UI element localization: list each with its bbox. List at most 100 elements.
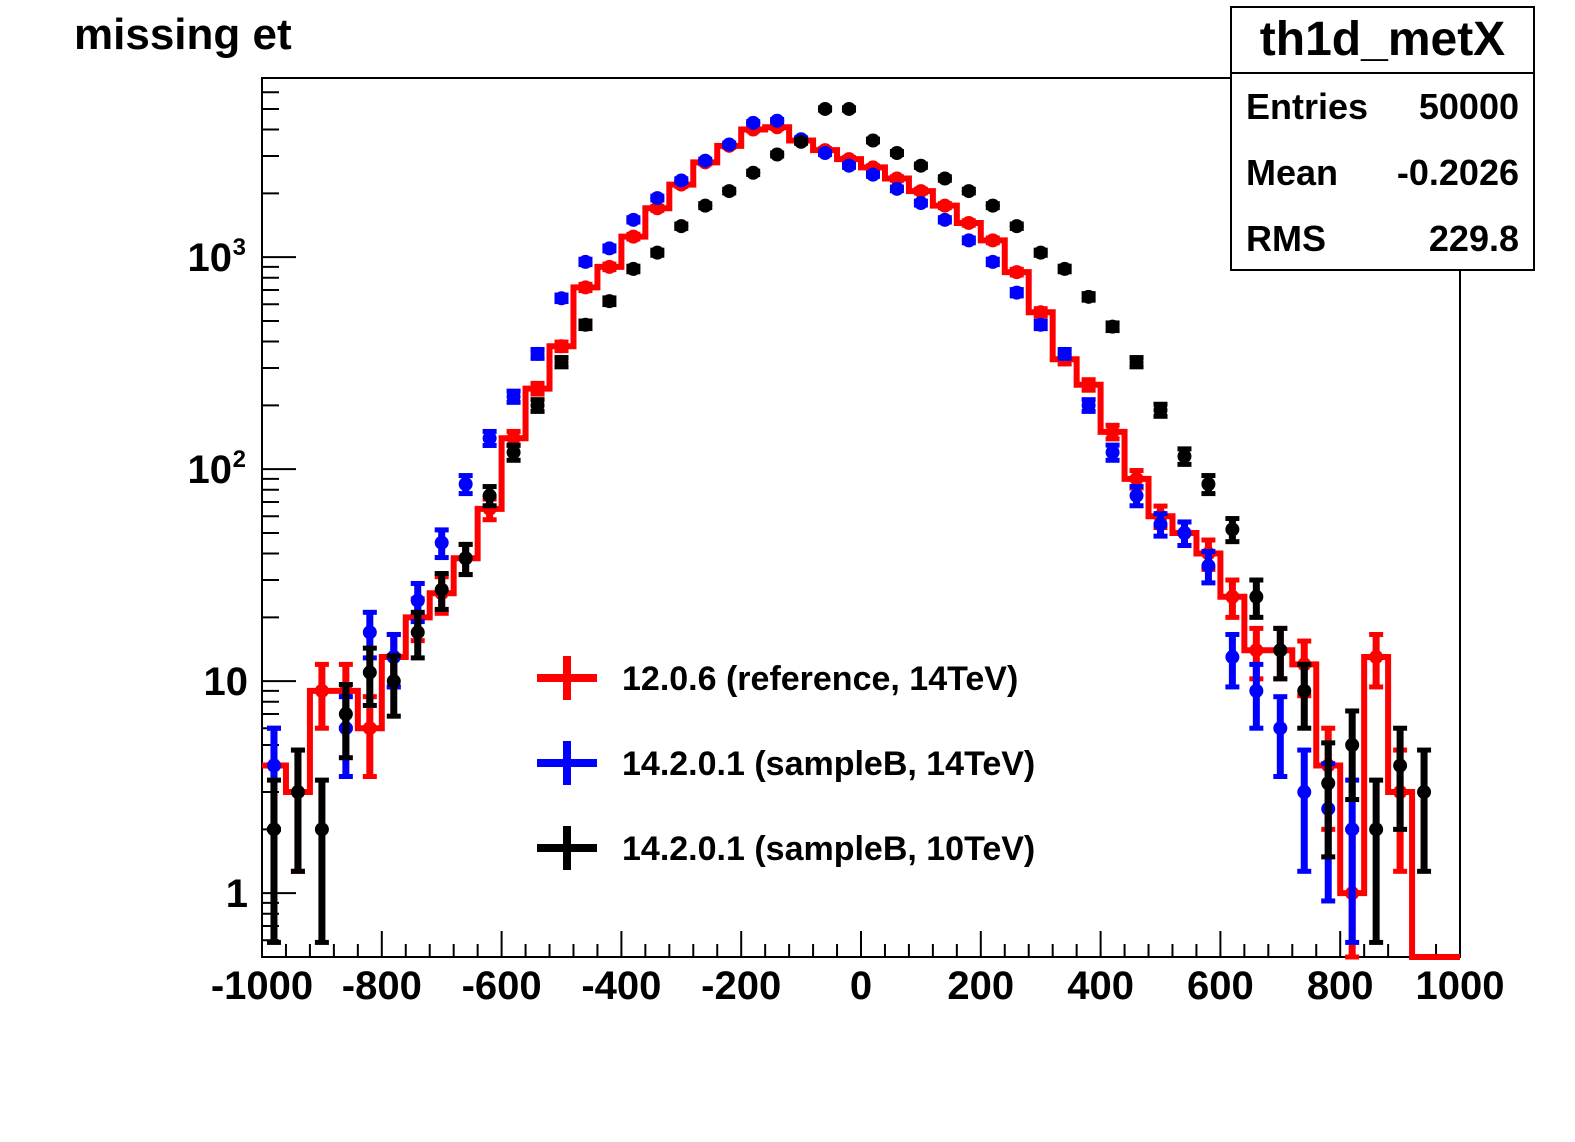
data-point bbox=[387, 674, 401, 688]
stats-row-entries: Entries 50000 bbox=[1232, 74, 1533, 140]
data-point bbox=[459, 477, 473, 491]
data-point bbox=[363, 721, 377, 735]
data-point bbox=[291, 785, 305, 799]
data-point bbox=[650, 191, 664, 205]
data-point bbox=[483, 489, 497, 503]
x-tick-label: 600 bbox=[1187, 964, 1254, 1008]
data-point bbox=[626, 262, 640, 276]
data-point bbox=[267, 822, 281, 836]
data-point bbox=[1393, 759, 1407, 773]
data-point bbox=[1154, 403, 1168, 417]
data-point bbox=[507, 445, 521, 459]
data-point bbox=[674, 173, 688, 187]
data-point bbox=[1034, 246, 1048, 260]
data-point bbox=[1130, 489, 1144, 503]
data-point bbox=[1369, 650, 1383, 664]
data-point bbox=[746, 116, 760, 130]
data-point bbox=[555, 291, 569, 305]
data-point bbox=[1201, 477, 1215, 491]
data-point bbox=[1082, 398, 1096, 412]
data-point bbox=[698, 154, 712, 168]
data-point bbox=[1417, 785, 1431, 799]
legend-label: 14.2.0.1 (sampleB, 10TeV) bbox=[622, 830, 1035, 868]
data-point bbox=[531, 347, 545, 361]
data-point bbox=[890, 182, 904, 196]
x-tick-label: 1000 bbox=[1416, 964, 1505, 1008]
stats-label: Mean bbox=[1246, 140, 1338, 206]
legend: 12.0.6 (reference, 14TeV) 14.2.0.1 (sampl… bbox=[537, 656, 1035, 870]
data-point bbox=[842, 102, 856, 116]
y-tick-label: 1 bbox=[226, 872, 248, 916]
legend-label: 14.2.0.1 (sampleB, 14TeV) bbox=[622, 745, 1035, 783]
data-point bbox=[602, 260, 616, 274]
stats-row-rms: RMS 229.8 bbox=[1232, 206, 1533, 272]
x-tick-label: -800 bbox=[342, 964, 422, 1008]
stats-value: 50000 bbox=[1419, 74, 1519, 140]
data-point bbox=[962, 233, 976, 247]
data-point bbox=[626, 213, 640, 227]
data-point bbox=[674, 219, 688, 233]
data-point bbox=[1225, 590, 1239, 604]
data-point bbox=[1273, 643, 1287, 657]
data-point bbox=[866, 134, 880, 148]
stats-value: 229.8 bbox=[1429, 206, 1519, 272]
data-point bbox=[315, 684, 329, 698]
data-point bbox=[435, 583, 449, 597]
data-point bbox=[1297, 785, 1311, 799]
data-point bbox=[938, 213, 952, 227]
data-point bbox=[1225, 522, 1239, 536]
stats-row-mean: Mean -0.2026 bbox=[1232, 140, 1533, 206]
data-point bbox=[1058, 262, 1072, 276]
data-point bbox=[1106, 320, 1120, 334]
data-point bbox=[1010, 265, 1024, 279]
x-tick-label: -400 bbox=[581, 964, 661, 1008]
data-point bbox=[914, 159, 928, 173]
data-point bbox=[1106, 445, 1120, 459]
data-point bbox=[507, 390, 521, 404]
data-point bbox=[770, 114, 784, 128]
data-point bbox=[698, 199, 712, 213]
data-point bbox=[531, 382, 545, 396]
data-point bbox=[1082, 378, 1096, 392]
data-point bbox=[986, 233, 1000, 247]
data-point bbox=[1082, 290, 1096, 304]
data-point bbox=[1225, 650, 1239, 664]
data-point bbox=[555, 355, 569, 369]
data-point bbox=[866, 168, 880, 182]
data-point bbox=[1034, 305, 1048, 319]
data-point bbox=[914, 184, 928, 198]
data-point bbox=[1321, 776, 1335, 790]
data-point bbox=[578, 280, 592, 294]
stats-label: Entries bbox=[1246, 74, 1368, 140]
data-point bbox=[818, 102, 832, 116]
y-tick-exponent: 3 bbox=[233, 234, 246, 261]
data-point bbox=[483, 431, 497, 445]
data-point bbox=[1297, 684, 1311, 698]
x-tick-label: 800 bbox=[1307, 964, 1374, 1008]
data-point bbox=[339, 707, 353, 721]
data-point bbox=[1345, 822, 1359, 836]
data-point bbox=[435, 536, 449, 550]
data-point bbox=[1130, 472, 1144, 486]
x-tick-label: 0 bbox=[850, 964, 872, 1008]
x-tick-label: 200 bbox=[947, 964, 1014, 1008]
data-point bbox=[1034, 318, 1048, 332]
data-point bbox=[770, 147, 784, 161]
data-point bbox=[1249, 590, 1263, 604]
data-point bbox=[1058, 347, 1072, 361]
y-tick-exponent: 2 bbox=[233, 446, 246, 473]
data-point bbox=[938, 199, 952, 213]
data-point bbox=[411, 625, 425, 639]
data-point bbox=[363, 665, 377, 679]
data-point bbox=[986, 199, 1000, 213]
data-point bbox=[818, 146, 832, 160]
data-point bbox=[1177, 526, 1191, 540]
data-point bbox=[1106, 425, 1120, 439]
data-point bbox=[746, 166, 760, 180]
data-point bbox=[1273, 721, 1287, 735]
legend-label: 12.0.6 (reference, 14TeV) bbox=[622, 660, 1018, 698]
data-point bbox=[555, 339, 569, 353]
data-point bbox=[315, 822, 329, 836]
data-point bbox=[1249, 643, 1263, 657]
stats-label: RMS bbox=[1246, 206, 1326, 272]
